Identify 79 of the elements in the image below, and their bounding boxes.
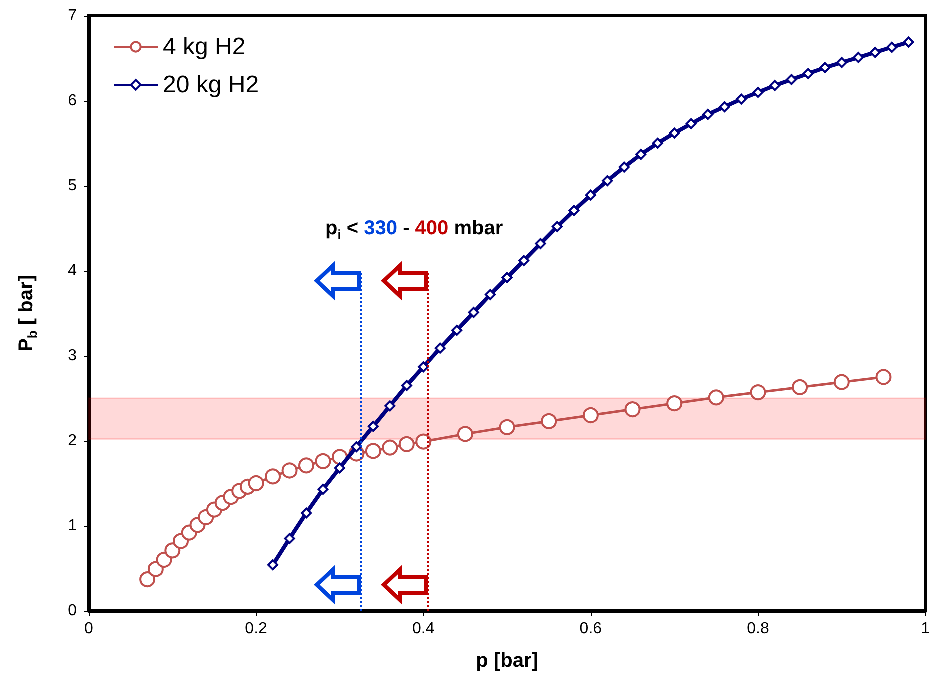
point [535,238,546,250]
point [315,453,332,470]
y-tick-label: 4 [68,262,78,280]
y-tick-label: 0 [68,602,78,620]
point [736,94,748,105]
point [585,190,596,201]
point [164,542,181,559]
point [298,458,315,474]
point [568,205,580,216]
point [750,384,766,401]
x-tick-label: 1 [921,620,930,638]
point [708,390,724,406]
point [365,443,382,460]
point [268,560,279,571]
y-tick-label: 6 [68,92,78,110]
point [398,436,415,452]
point [457,426,474,442]
point [802,68,814,80]
point [666,396,683,412]
point [499,419,516,436]
point [702,109,714,120]
point [602,175,614,186]
point [284,533,296,544]
point [686,118,697,130]
point [820,62,831,74]
point [792,379,808,396]
y-tick-label: 3 [68,348,78,364]
point [652,138,664,149]
point [368,421,379,432]
point [870,47,881,58]
point [282,462,298,479]
x-tick-label: 0.2 [245,620,268,638]
y-tick-label: 7 [68,8,78,24]
point [752,87,764,98]
point [485,289,496,300]
point [836,57,848,68]
point [248,476,264,492]
point [618,162,630,173]
y-axis-title: Pb [ bar] [16,275,40,352]
point [582,408,599,424]
point [434,342,446,354]
point [265,468,282,485]
point [452,325,463,336]
point [418,362,430,373]
y-tick-label: 1 [68,518,78,534]
legend-label: 20 kg H2 [163,72,260,98]
point [382,440,398,456]
point [876,369,892,386]
y-tick-label: 2 [68,432,78,450]
point [301,508,312,519]
x-tick-label: 0.4 [412,620,435,638]
point [156,552,172,568]
point [318,484,329,495]
x-tick-label: 0.6 [580,620,602,638]
point [624,402,641,418]
point [886,42,898,53]
x-tick-label: 0 [84,620,94,638]
point [401,380,412,392]
point [384,400,396,412]
x-axis-title: p [bar] [476,650,538,672]
point [669,128,680,139]
point [502,272,513,284]
point [541,413,558,430]
point [834,374,850,390]
point [416,434,432,450]
legend-label: 4 kg H2 [163,34,246,60]
point [853,52,864,64]
x-tick-label: 0.8 [747,620,770,638]
point [719,101,730,112]
point [903,36,914,48]
point [518,255,530,266]
y-tick-label: 5 [68,178,78,194]
point [351,441,362,452]
point [636,149,647,160]
point [552,221,563,232]
point [468,307,480,318]
point [786,74,798,86]
point [334,462,346,474]
point [769,80,780,92]
